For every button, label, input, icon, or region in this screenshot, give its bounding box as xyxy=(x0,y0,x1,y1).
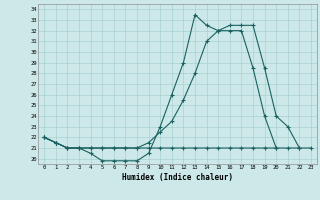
X-axis label: Humidex (Indice chaleur): Humidex (Indice chaleur) xyxy=(122,173,233,182)
